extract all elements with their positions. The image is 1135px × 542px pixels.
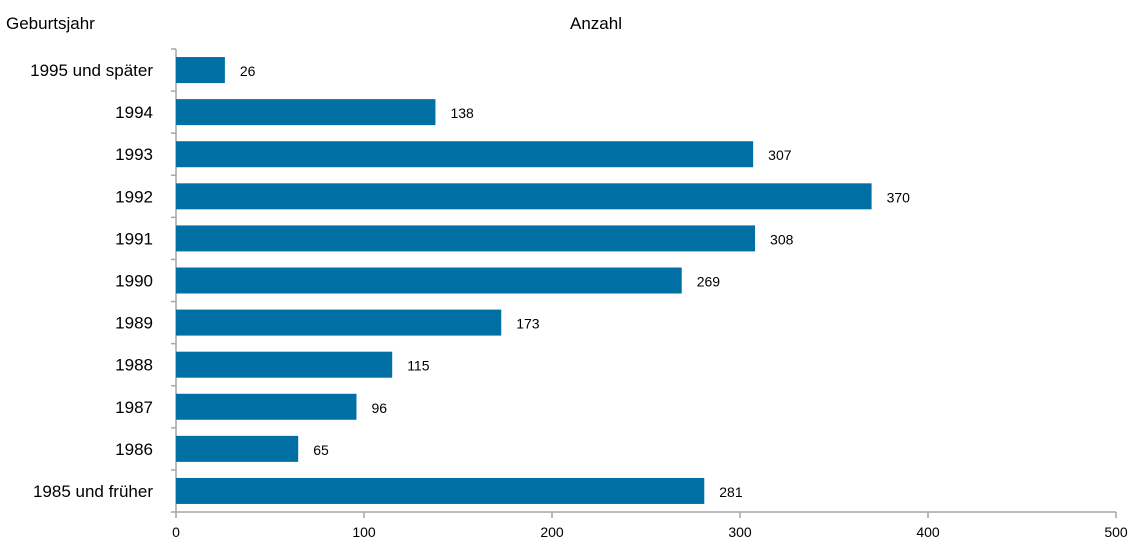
bar xyxy=(176,99,436,126)
data-label: 269 xyxy=(697,274,721,290)
x-tick-label: 200 xyxy=(540,524,564,540)
data-label: 96 xyxy=(371,400,387,416)
data-label: 115 xyxy=(407,358,430,374)
bar xyxy=(176,183,872,210)
data-labels: 26 138 307 370 308 269 173 115 96 65 281 xyxy=(240,63,910,500)
data-label: 65 xyxy=(313,442,329,458)
y-axis-title: Geburtsjahr xyxy=(6,14,95,33)
category-label: 1985 und früher xyxy=(33,482,153,501)
data-label: 370 xyxy=(887,189,911,205)
category-label: 1988 xyxy=(115,356,153,375)
category-axis xyxy=(171,48,177,513)
bar xyxy=(176,225,756,252)
x-tick-label: 100 xyxy=(352,524,376,540)
category-label: 1989 xyxy=(115,314,153,333)
category-label: 1995 und später xyxy=(30,61,153,80)
x-axis-title: Anzahl xyxy=(570,14,622,33)
bar xyxy=(176,267,682,294)
bar xyxy=(176,309,502,336)
tick-labels: 0 100 200 300 400 500 xyxy=(172,524,1128,540)
category-label: 1991 xyxy=(115,229,153,248)
x-tick-label: 0 xyxy=(172,524,180,540)
bar xyxy=(176,393,357,420)
data-label: 138 xyxy=(450,105,474,121)
bar xyxy=(176,477,705,504)
category-label: 1986 xyxy=(115,440,153,459)
x-tick-label: 300 xyxy=(728,524,752,540)
data-label: 26 xyxy=(240,63,256,79)
category-label: 1987 xyxy=(115,398,153,417)
bars xyxy=(176,57,872,504)
data-label: 308 xyxy=(770,231,794,247)
value-axis xyxy=(175,511,1117,518)
data-label: 281 xyxy=(719,484,743,500)
bar xyxy=(176,57,225,84)
category-label: 1993 xyxy=(115,145,153,164)
category-label: 1990 xyxy=(115,272,153,291)
category-label: 1992 xyxy=(115,187,153,206)
x-tick-label: 400 xyxy=(916,524,940,540)
category-label: 1994 xyxy=(115,103,153,122)
data-label: 173 xyxy=(516,316,540,332)
category-labels: 1995 und später 1994 1993 1992 1991 1990 1989 1… xyxy=(30,61,153,501)
bar xyxy=(176,435,299,462)
data-label: 307 xyxy=(768,147,792,163)
bar xyxy=(176,141,754,168)
bar xyxy=(176,351,393,378)
x-tick-label: 500 xyxy=(1104,524,1128,540)
